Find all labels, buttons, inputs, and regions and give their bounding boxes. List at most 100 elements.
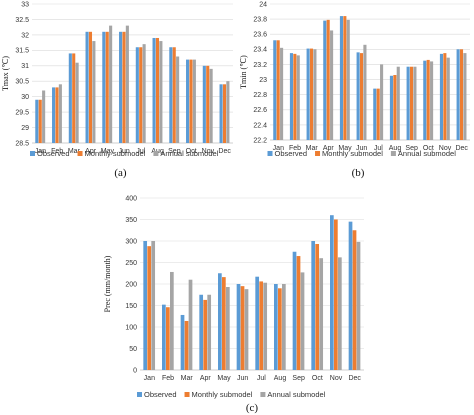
- x-tick-label: Dec: [348, 375, 361, 382]
- bar-monthly-aug: [278, 288, 282, 370]
- legend-label-observed: Observed: [37, 149, 70, 158]
- y-tick-label: 100: [125, 324, 137, 331]
- bar-annual-sep: [413, 66, 417, 140]
- bar-monthly-aug: [393, 75, 397, 140]
- bar-monthly-feb: [166, 307, 170, 370]
- x-tick-label: Feb: [162, 375, 174, 382]
- bar-observed-jul: [255, 276, 260, 370]
- x-tick-label: Apr: [200, 375, 212, 382]
- x-tick-label: Apr: [323, 145, 335, 152]
- y-tick-label: 28.5: [15, 140, 29, 147]
- y-tick-label: 250: [125, 260, 137, 267]
- x-tick-label: Nov: [330, 375, 343, 382]
- bar-observed-apr: [199, 294, 204, 370]
- chart-c: 0 50 100 150 200 250 300 350 400 Prec (mm/month) J…: [103, 195, 364, 414]
- x-tick-label: Jul: [136, 148, 145, 155]
- legend-label-monthly: Monthly submodel: [85, 149, 146, 158]
- legend-label-observed: Observed: [275, 149, 308, 158]
- bar-observed-aug: [274, 284, 278, 370]
- bar-observed-feb: [289, 53, 293, 140]
- y-tick-label: 29: [21, 125, 29, 132]
- bar-monthly-sep: [409, 66, 414, 140]
- bar-monthly-sep: [296, 256, 301, 370]
- y-tick-label: 22.2: [253, 137, 267, 144]
- bar-observed-oct: [423, 60, 427, 140]
- bar-observed-sep: [292, 251, 297, 370]
- bar-monthly-jun: [240, 286, 245, 370]
- bar-annual-nov: [338, 257, 342, 370]
- bar-annual-apr: [330, 30, 334, 141]
- bar-annual-feb: [170, 271, 174, 370]
- y-axis-label: Tmin (℃): [239, 55, 248, 89]
- bar-annual-apr: [207, 294, 212, 370]
- bar-observed-may: [339, 16, 343, 140]
- bar-annual-aug: [159, 41, 163, 143]
- bar-observed-nov: [202, 65, 206, 143]
- y-tick-label: 30: [21, 94, 29, 101]
- x-tick-label: Nov: [439, 145, 452, 152]
- bar-annual-mar: [313, 49, 317, 141]
- bar-observed-aug: [389, 75, 393, 140]
- bar-observed-sep: [406, 66, 410, 140]
- bar-annual-jun: [125, 25, 129, 143]
- x-tick-label: Apr: [85, 148, 97, 155]
- y-axis-label: Prec (mm/month): [103, 255, 112, 312]
- y-tick-label: 400: [125, 195, 137, 202]
- x-tick-label: Jun: [118, 148, 129, 155]
- legend-swatch-observed: [30, 151, 35, 156]
- x-tick-label: Jan: [35, 148, 46, 155]
- bar-monthly-mar: [309, 48, 314, 141]
- legend-swatch-monthly: [77, 151, 83, 156]
- legend-label-observed: Observed: [144, 390, 177, 399]
- bar-monthly-dec: [459, 49, 464, 141]
- bar-annual-may: [346, 19, 350, 140]
- x-tick-label: Jan: [144, 375, 155, 382]
- bar-annual-dec: [463, 53, 467, 140]
- x-tick-label: Aug: [389, 145, 402, 152]
- bar-observed-may: [218, 273, 222, 370]
- y-tick-label: 23.8: [253, 17, 267, 24]
- y-tick-label: 23: [259, 77, 267, 84]
- bar-annual-jul: [142, 44, 146, 143]
- bar-monthly-dec: [352, 230, 357, 370]
- bar-observed-aug: [152, 37, 156, 143]
- bar-annual-jan: [151, 241, 156, 370]
- bar-annual-oct: [430, 61, 434, 140]
- bar-monthly-may: [105, 31, 109, 143]
- bar-observed-mar: [306, 48, 310, 141]
- legend: Observed Monthly submodel Annual submodel: [137, 390, 326, 399]
- y-tick-label: 0: [133, 367, 137, 374]
- bar-annual-feb: [58, 84, 62, 143]
- legend: Observed Monthly submodel Annual submodel: [30, 149, 219, 158]
- y-tick-label: 32: [21, 32, 29, 39]
- bar-observed-jan: [35, 99, 39, 143]
- bar-monthly-nov: [443, 53, 447, 140]
- bar-monthly-jan: [276, 40, 280, 141]
- bar-monthly-nov: [334, 219, 338, 370]
- x-tick-label: Mar: [68, 148, 81, 155]
- bar-observed-nov: [439, 53, 443, 140]
- bar-annual-mar: [75, 62, 79, 143]
- legend-label-monthly: Monthly submodel: [322, 149, 383, 158]
- bar-observed-oct: [311, 241, 316, 370]
- y-tick-label: 300: [125, 238, 137, 245]
- bar-annual-dec: [356, 241, 361, 370]
- bar-observed-jan: [143, 241, 148, 370]
- bar-observed-apr: [85, 31, 89, 143]
- y-tick-label: 50: [129, 346, 137, 353]
- bar-observed-jul: [135, 47, 139, 143]
- legend: Observed Monthly submodel Annual submodel: [267, 149, 456, 158]
- bar-monthly-jul: [259, 281, 264, 370]
- bar-annual-nov: [209, 68, 213, 143]
- x-tick-label: Jun: [356, 145, 367, 152]
- bar-monthly-sep: [172, 47, 176, 143]
- x-tick-label: Feb: [51, 148, 63, 155]
- chart-caption: (b): [352, 167, 365, 179]
- y-axis-label: Tmax (℃): [1, 56, 10, 91]
- y-tick-label: 22.8: [253, 92, 267, 99]
- bar-observed-feb: [52, 87, 56, 143]
- x-tick-label: Jul: [257, 375, 266, 382]
- y-tick-label: 32.5: [15, 17, 29, 24]
- y-tick-label: 350: [125, 217, 137, 224]
- chart-b: 22.2 22.4 22.6 22.8 23 23.2 23.4 23.6 23.8 24 Tmin…: [239, 1, 470, 179]
